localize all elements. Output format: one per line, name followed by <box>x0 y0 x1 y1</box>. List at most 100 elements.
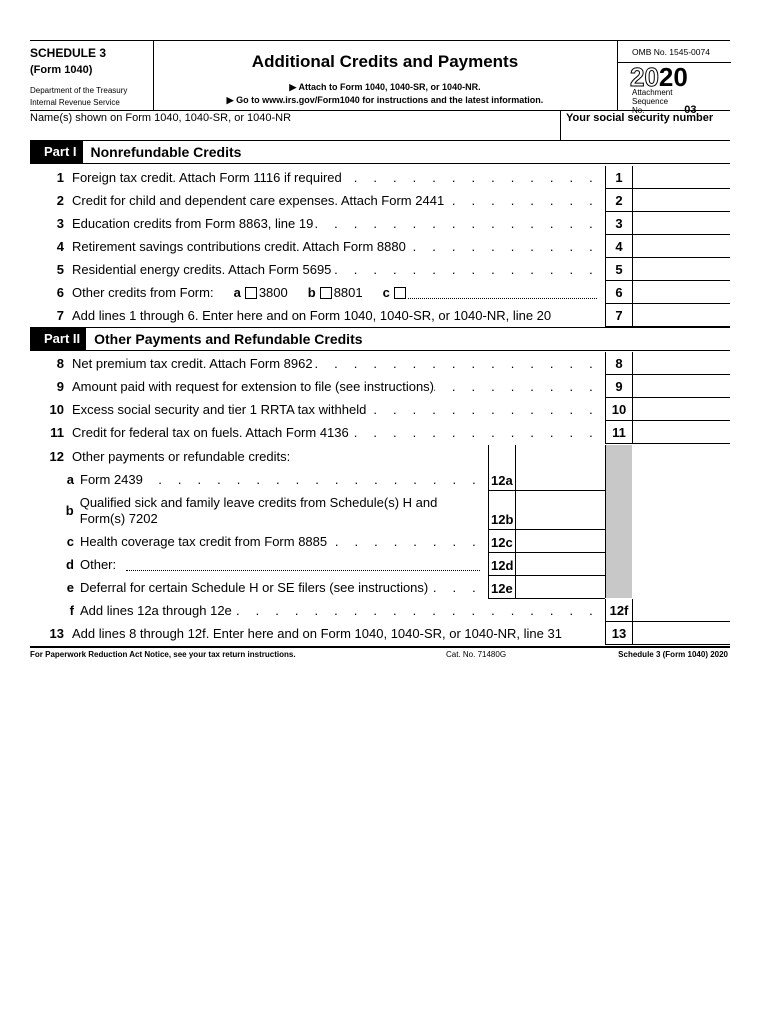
line-number: f <box>69 603 74 618</box>
line-description: Residential energy credits. Attach Form … <box>72 262 332 277</box>
line-description: Add lines 8 through 12f. Enter here and … <box>72 626 562 641</box>
shaded-area <box>605 445 632 598</box>
line-text: Net premium tax credit. Attach Form 8962 <box>72 356 313 371</box>
ssn-divider <box>560 110 561 140</box>
amount-12b-input[interactable] <box>515 491 605 530</box>
ssn-input[interactable] <box>562 126 727 140</box>
part-2-tag: Part II <box>30 328 87 350</box>
form-title-block: Additional Credits and Payments ▶ Attach… <box>153 40 617 110</box>
amount-11-input[interactable] <box>632 421 730 444</box>
line-10: 10 Excess social security and tier 1 RRTA… <box>30 398 605 421</box>
line-d: d Other: <box>30 553 488 576</box>
other-form-input[interactable] <box>407 286 597 299</box>
leader-dots: . . . . . . . . . . . . . . . . . . . . … <box>406 239 599 254</box>
line-text: Retirement savings contributions credit.… <box>72 239 406 254</box>
department: Department of the Treasury <box>30 86 128 95</box>
leader-dots: . . . . . . . . . . . . . . . . . . . . … <box>366 402 599 417</box>
leader-dots: . . . . . . . . . . . . . . . . . . . . … <box>331 262 599 277</box>
amount-12a-input[interactable] <box>515 468 605 491</box>
line-description: Qualified sick and family leave credits … <box>79 494 438 510</box>
line-number: 13 <box>49 626 64 641</box>
line-text: Deferral for certain Schedule H or SE fi… <box>80 580 428 595</box>
line-label-12c: 12c <box>488 530 515 553</box>
option-a-value: 3800 <box>258 285 288 300</box>
line-9: 9 Amount paid with request for extension … <box>30 375 605 398</box>
option-c-letter: c <box>382 285 390 300</box>
form-title: Additional Credits and Payments <box>251 52 519 71</box>
line-description: Amount paid with request for extension t… <box>72 379 435 394</box>
amount-2-input[interactable] <box>632 189 730 212</box>
line-label-11: 11 <box>605 421 632 444</box>
line-12-mid-divider-2 <box>515 445 516 468</box>
line-number: d <box>66 557 74 572</box>
line-5: 5 Residential energy credits. Attach Form… <box>30 258 605 281</box>
line-text: Qualified sick and family leave credits … <box>80 495 482 527</box>
line-description: Other: <box>80 557 117 572</box>
other-description-input[interactable] <box>126 558 480 571</box>
omb-block: OMB No. 1545-0074 2020 Attachment Sequen… <box>617 40 731 116</box>
line-label-2: 2 <box>605 189 632 212</box>
amount-8-input[interactable] <box>632 352 730 375</box>
line-number: 2 <box>56 193 64 208</box>
schedule-label: SCHEDULE 3 <box>30 46 107 60</box>
omb-number: OMB No. 1545-0074 <box>632 47 710 57</box>
line-label-1: 1 <box>605 166 632 189</box>
leader-dots: . . . . . . . . . . . . . . . . . . . . … <box>232 603 599 618</box>
line-2: 2 Credit for child and dependent care exp… <box>30 189 605 212</box>
amount-5-input[interactable] <box>632 258 730 281</box>
checkbox-3800[interactable] <box>244 286 257 299</box>
amount-13-input[interactable] <box>632 622 730 645</box>
catalog-number: Cat. No. 71480G <box>446 650 507 659</box>
line-11: 11 Credit for federal tax on fuels. Attac… <box>30 421 605 444</box>
line-label-12b: 12b <box>488 491 515 530</box>
line-text: Add lines 1 through 6. Enter here and on… <box>72 308 551 323</box>
line-text: Other: <box>80 557 116 572</box>
amount-9-input[interactable] <box>632 375 730 398</box>
option-b-value: 8801 <box>333 285 363 300</box>
line-text: Residential energy credits. Attach Form … <box>72 262 331 277</box>
line-13: 13 Add lines 8 through 12f. Enter here an… <box>30 622 605 645</box>
line-label-8: 8 <box>605 352 632 375</box>
line-number: 4 <box>56 239 64 254</box>
line-text: Foreign tax credit. Attach Form 1116 if … <box>72 170 342 185</box>
amount-6-input[interactable] <box>632 281 730 304</box>
line-text: Amount paid with request for extension t… <box>72 379 434 394</box>
line-description: Deferral for certain Schedule H or SE fi… <box>80 580 429 595</box>
amount-12f-input[interactable] <box>632 599 730 622</box>
name-input[interactable] <box>30 126 555 140</box>
line-label-3: 3 <box>605 212 632 235</box>
amount-1-input[interactable] <box>632 166 730 189</box>
line-description: Retirement savings contributions credit.… <box>72 239 406 254</box>
part-2-title: Other Payments and Refundable Credits <box>94 331 363 347</box>
year-bold: 20 <box>658 62 688 92</box>
leader-dots: . . . . . . . . . . . . . . . . . . . . … <box>327 534 482 549</box>
checkbox-other[interactable] <box>393 286 406 299</box>
line-label-6: 6 <box>605 281 632 304</box>
line-description: Credit for federal tax on fuels. Attach … <box>72 425 349 440</box>
website-instruction: ▶ Go to www.irs.gov/Form1040 for instruc… <box>226 95 544 105</box>
header-rule <box>30 110 730 111</box>
line-label-5: 5 <box>605 258 632 281</box>
line-description-cont: Form(s) 7202 <box>79 510 158 526</box>
name-label: Name(s) shown on Form 1040, 1040-SR, or … <box>30 112 292 124</box>
line-description: Other payments or refundable credits: <box>72 449 291 464</box>
amount-12c-input[interactable] <box>515 530 605 553</box>
leader-dots: . . . . . . . . . . . . . . . . . . . . … <box>143 472 482 487</box>
line-description: Excess social security and tier 1 RRTA t… <box>72 402 367 417</box>
amount-7-input[interactable] <box>632 304 730 327</box>
amount-4-input[interactable] <box>632 235 730 258</box>
amount-12e-input[interactable] <box>515 576 605 599</box>
part-2-header: Part II Other Payments and Refundable Cr… <box>30 327 730 351</box>
line-text: Other payments or refundable credits: <box>72 449 290 464</box>
top-rule <box>30 40 730 41</box>
line-7: 7 Add lines 1 through 6. Enter here and o… <box>30 304 605 327</box>
line-text: Add lines 12a through 12e <box>80 603 232 618</box>
amount-10-input[interactable] <box>632 398 730 421</box>
amount-12d-input[interactable] <box>515 553 605 576</box>
line-description: Foreign tax credit. Attach Form 1116 if … <box>72 170 342 185</box>
checkbox-8801[interactable] <box>319 286 332 299</box>
line-label-7: 7 <box>605 304 632 327</box>
line-number: 1 <box>56 170 64 185</box>
amount-3-input[interactable] <box>632 212 730 235</box>
line-text: Form 2439 <box>80 472 143 487</box>
